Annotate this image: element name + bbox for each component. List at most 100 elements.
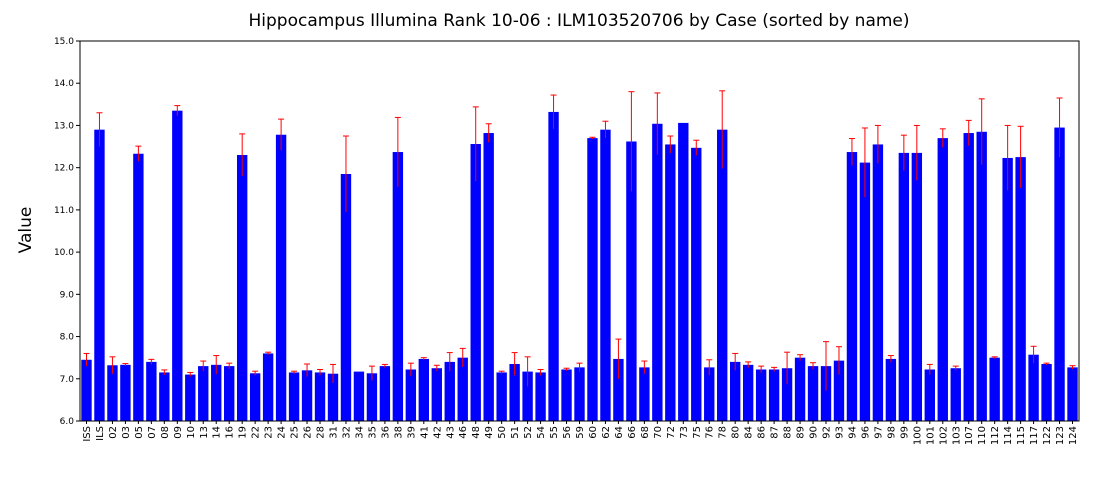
x-tick-label: 16 [225, 426, 236, 439]
bar [691, 147, 702, 421]
bar [1054, 127, 1065, 421]
x-tick-label: 94 [847, 426, 858, 439]
bar [483, 133, 494, 422]
bar [885, 358, 897, 421]
bar [224, 366, 235, 421]
bar [275, 134, 287, 422]
bar [1041, 364, 1052, 421]
bar [561, 369, 572, 421]
x-tick-label: 55 [549, 426, 560, 439]
bar [522, 371, 533, 421]
bar [963, 133, 974, 422]
bar [846, 152, 858, 422]
x-tick-label: 100 [912, 426, 923, 445]
bar [185, 374, 196, 421]
x-tick-label: 07 [147, 426, 158, 439]
x-tick-label: 62 [601, 426, 612, 439]
bar [366, 373, 378, 421]
x-tick-label: 03 [121, 426, 132, 439]
bar [431, 368, 442, 421]
bar [574, 367, 585, 421]
y-tick-label: 12.0 [54, 164, 74, 174]
x-tick-label: 112 [990, 426, 1001, 445]
x-tick-label: 48 [471, 426, 482, 439]
y-tick-label: 6.0 [60, 417, 75, 427]
x-tick-label: 22 [251, 426, 262, 439]
x-tick-label: 110 [977, 426, 988, 445]
x-tick-label: 38 [393, 426, 404, 439]
x-tick-label: 84 [744, 426, 755, 439]
y-tick-label: 14.0 [54, 79, 74, 89]
x-tick-label: 115 [1016, 426, 1027, 445]
x-tick-label: 117 [1029, 426, 1040, 445]
x-tick-label: 70 [653, 426, 664, 439]
bar [1015, 157, 1026, 422]
bars-layer [81, 110, 1078, 422]
x-tick-label: 42 [432, 426, 443, 439]
x-tick-label: 107 [964, 426, 975, 445]
bar [509, 364, 520, 421]
x-tick-label: 78 [718, 426, 729, 439]
x-tick-label: 99 [899, 426, 910, 439]
bar [626, 141, 637, 422]
x-tick-label: 36 [380, 426, 391, 439]
x-axis: ISS ILS 02 03 05 07 08 09 10 13 14 16 19 22 23 24 25 26 28… [82, 421, 1079, 445]
bar [379, 366, 391, 421]
x-tick-label: 39 [406, 426, 417, 439]
bar [665, 144, 676, 421]
bar [211, 364, 222, 421]
y-tick-label: 11.0 [54, 206, 74, 216]
x-tick-label: 72 [666, 426, 677, 439]
x-tick-label: 13 [199, 426, 210, 439]
x-tick-label: 52 [523, 426, 534, 439]
x-tick-label: 60 [588, 426, 599, 439]
bar [820, 366, 832, 421]
x-tick-label: ILS [95, 426, 106, 441]
x-tick-label: 43 [445, 426, 456, 439]
bar [418, 358, 429, 421]
x-tick-label: 73 [679, 426, 690, 439]
x-tick-label: 124 [1068, 426, 1079, 445]
bar [924, 369, 935, 421]
x-tick-label: 35 [367, 426, 378, 439]
x-tick-label: 24 [277, 426, 288, 439]
x-tick-label: 102 [938, 426, 949, 445]
x-tick-label: 05 [134, 426, 145, 439]
error-bars-layer [83, 90, 1076, 391]
y-tick-label: 15.0 [54, 37, 74, 47]
bar [755, 369, 767, 421]
bar [717, 129, 728, 422]
bar [976, 131, 987, 421]
bar [249, 373, 261, 421]
bar [314, 372, 326, 421]
bar [587, 138, 598, 422]
x-tick-label: 98 [886, 426, 897, 439]
x-tick-label: 75 [692, 426, 703, 439]
y-tick-label: 7.0 [60, 375, 75, 385]
x-tick-label: 34 [354, 426, 365, 439]
x-tick-label: 93 [834, 426, 845, 439]
x-tick-label: 76 [705, 426, 716, 439]
x-tick-label: 122 [1042, 426, 1053, 445]
y-axis: 6.0 7.0 8.0 9.0 10.0 11.0 12.0 13.0 14.0 15.0 [54, 37, 80, 427]
x-tick-label: 123 [1055, 426, 1066, 445]
bar [652, 123, 663, 421]
x-tick-label: 51 [510, 426, 521, 439]
bar [94, 129, 105, 422]
x-tick-label: 66 [627, 426, 638, 439]
x-tick-label: ISS [82, 426, 93, 442]
bar [950, 368, 961, 421]
bar [911, 152, 923, 421]
y-tick-label: 13.0 [54, 121, 74, 131]
bar [340, 174, 352, 421]
bar [768, 369, 780, 421]
x-tick-label: 49 [484, 426, 495, 439]
y-axis-label: Value [16, 207, 36, 254]
bar [107, 365, 118, 421]
x-tick-label: 10 [186, 426, 197, 439]
bar [1067, 367, 1078, 421]
bar [146, 361, 157, 421]
y-tick-label: 10.0 [54, 248, 74, 258]
x-tick-label: 26 [303, 426, 314, 439]
